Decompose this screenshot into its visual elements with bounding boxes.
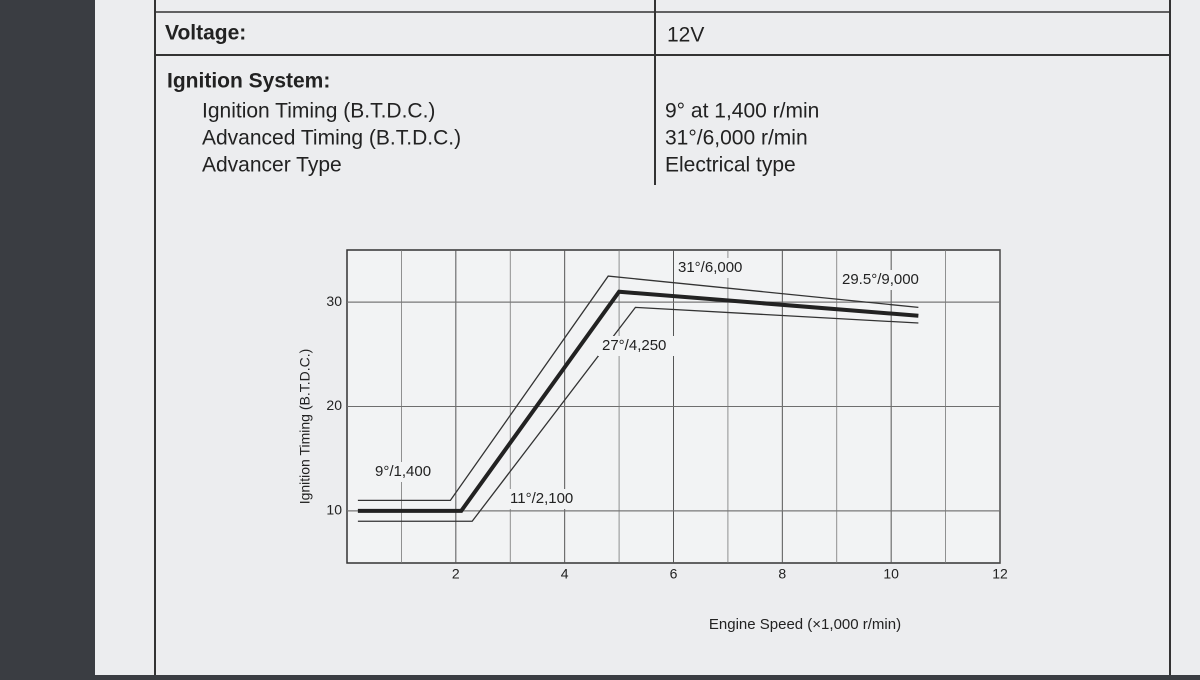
item-value: Electrical type: [665, 154, 796, 177]
annotation-bg: [371, 462, 449, 482]
x-tick-label: 8: [778, 566, 786, 582]
row-value: 12V: [667, 24, 704, 47]
annotation: 11°/2,100: [510, 490, 573, 507]
section-title: Ignition System:: [167, 70, 330, 93]
row-label: Voltage:: [165, 22, 246, 45]
y-axis-label: Ignition Timing (B.T.D.C.): [297, 349, 313, 505]
item-label: Advanced Timing (B.T.D.C.): [202, 127, 461, 150]
x-tick-label: 2: [452, 566, 460, 582]
annotation: 31°/6,000: [678, 259, 742, 276]
annotation-bg: [674, 258, 752, 278]
annotation-bg: [838, 270, 938, 290]
item-value: 31°/6,000 r/min: [665, 127, 808, 150]
annotation-bg: [598, 336, 676, 356]
series-line: [357, 275, 919, 502]
spec-table: Voltage: 12V Ignition System: Ignition Timi…: [165, 22, 819, 177]
chart: 2 4 6 8 10 12 10 20 30 Ignition Timing (B.T.D.C.)…: [297, 249, 1008, 633]
y-tick-label: 30: [326, 293, 342, 309]
series-line: [357, 289, 919, 513]
y-tick-label: 20: [326, 397, 342, 413]
x-tick-label: 4: [561, 566, 569, 582]
annotation-bg: [506, 489, 584, 509]
item-label: Ignition Timing (B.T.D.C.): [202, 100, 435, 123]
annotation: 27°/4,250: [602, 337, 666, 354]
x-tick-label: 6: [670, 566, 678, 582]
x-axis-label: Engine Speed (×1,000 r/min): [709, 616, 901, 633]
item-value: 9° at 1,400 r/min: [665, 100, 819, 123]
item-label: Advancer Type: [202, 154, 342, 177]
x-tick-label: 12: [992, 566, 1008, 582]
annotation: 9°/1,400: [375, 463, 431, 480]
y-tick-label: 10: [326, 502, 342, 518]
series-line: [357, 306, 919, 522]
annotation: 29.5°/9,000: [842, 271, 919, 288]
x-tick-label: 10: [883, 566, 899, 582]
